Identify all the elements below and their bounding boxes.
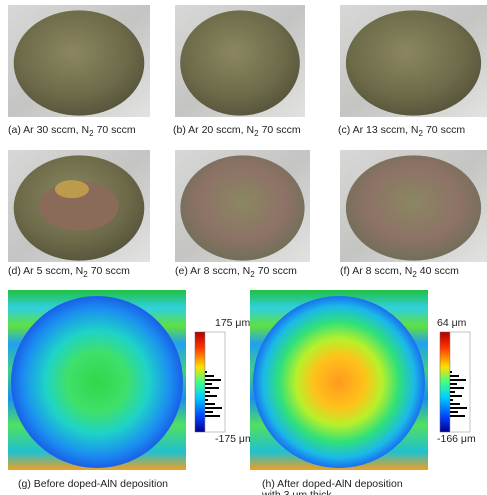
map-caption: with 3 μm thick [261, 489, 332, 495]
colorbar-min-label: -175 μm [215, 433, 254, 445]
caption-end: 70 sccm [426, 124, 465, 136]
map-wafer [253, 296, 425, 468]
caption-end: 70 sccm [262, 124, 301, 136]
map-caption: (g) Before doped-AlN deposition [18, 478, 168, 490]
caption-subscript: 2 [250, 270, 255, 279]
wafer [346, 155, 481, 260]
caption-subscript: 2 [83, 270, 88, 279]
caption-end: 40 sccm [420, 265, 459, 277]
caption-subscript: 2 [412, 270, 417, 279]
colorbar [440, 332, 450, 432]
caption-text: (f) Ar 8 sccm, N [340, 265, 412, 277]
wafer [346, 10, 481, 115]
caption-subscript: 2 [89, 129, 94, 138]
wafer [180, 155, 304, 260]
caption-end: 70 sccm [258, 265, 297, 277]
caption-end: 70 sccm [97, 124, 136, 136]
wafer [14, 10, 145, 115]
caption-text: (b) Ar 20 sccm, N [173, 124, 254, 136]
caption-text: (d) Ar 5 sccm, N [8, 265, 83, 277]
caption-subscript: 2 [419, 129, 424, 138]
wafer-flakes [55, 180, 89, 198]
caption-text: (a) Ar 30 sccm, N [8, 124, 89, 136]
caption-subscript: 2 [254, 129, 259, 138]
wafer [180, 10, 300, 115]
map-wafer [11, 296, 183, 468]
caption-end: 70 sccm [91, 265, 130, 277]
figure: (a) Ar 30 sccm, N270 sccm(b) Ar 20 sccm,… [0, 0, 487, 495]
caption-text: (c) Ar 13 sccm, N [338, 124, 419, 136]
caption-text: (e) Ar 8 sccm, N [175, 265, 250, 277]
colorbar-max-label: 64 μm [437, 317, 467, 329]
colorbar [195, 332, 205, 432]
colorbar-max-label: 175 μm [215, 317, 250, 329]
colorbar-min-label: -166 μm [437, 433, 476, 445]
